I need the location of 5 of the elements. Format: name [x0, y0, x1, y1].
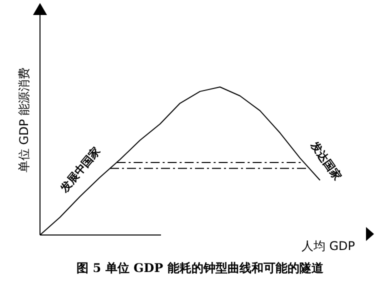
x-axis-title: 人均 GDP	[301, 239, 355, 253]
text: 图 5 单位 GDP 能耗的钟型曲线和可能的隧道	[76, 261, 324, 275]
annotation: 发达国家	[307, 138, 344, 183]
annotation: 发展中国家	[57, 144, 103, 196]
y-axis-title: 单位 GDP 能源消费	[17, 67, 31, 173]
